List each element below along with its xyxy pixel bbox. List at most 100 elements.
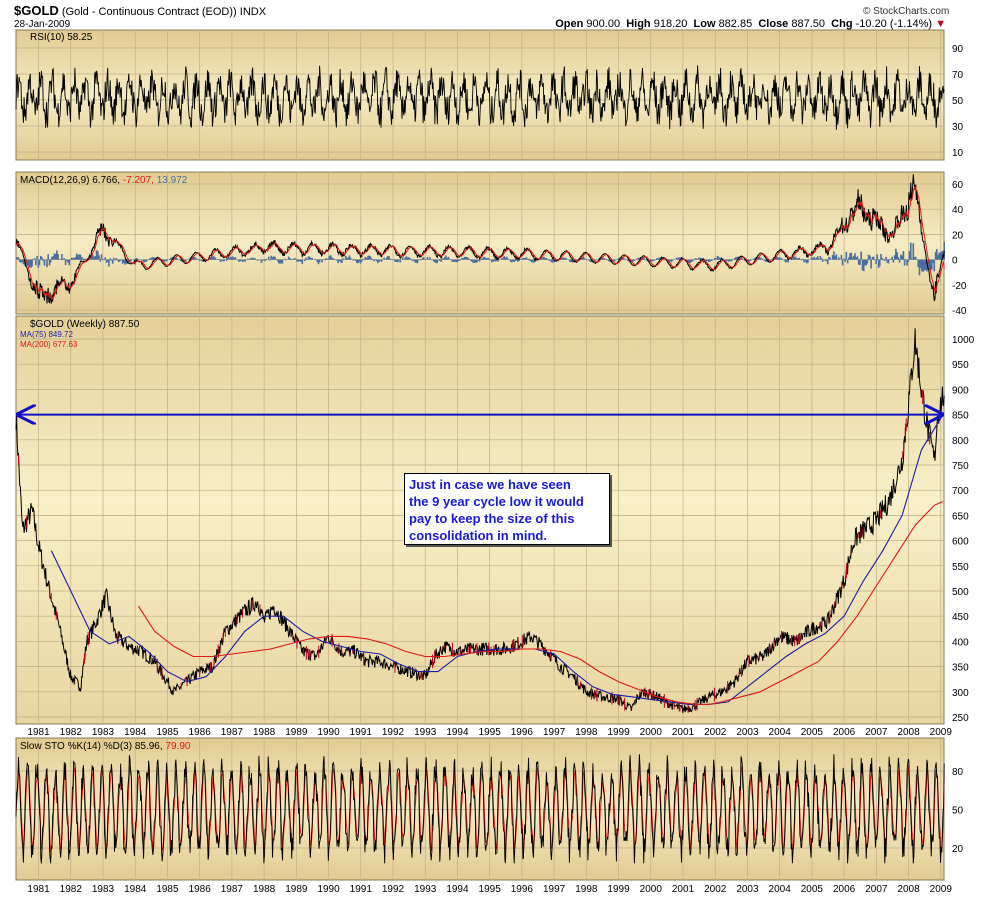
annotation-line-3: pay to keep the size of this bbox=[409, 511, 575, 526]
year-label-price: 1983 bbox=[92, 727, 115, 738]
year-label-stoch: 1985 bbox=[156, 884, 179, 895]
year-label-price: 1988 bbox=[253, 727, 276, 738]
stoch-d-value: 79.90 bbox=[165, 741, 190, 752]
price-tick-label: 600 bbox=[952, 537, 969, 548]
year-label-stoch: 2004 bbox=[769, 884, 792, 895]
chg-label: Chg bbox=[831, 18, 853, 30]
chart-title: $GOLD (Gold - Continuous Contract (EOD))… bbox=[14, 3, 266, 18]
ma75-line bbox=[50, 414, 944, 705]
year-label-price: 1998 bbox=[575, 727, 598, 738]
year-label-stoch: 1990 bbox=[317, 884, 340, 895]
price-tick-label: 550 bbox=[952, 562, 969, 573]
price-tick-label: 900 bbox=[952, 385, 969, 396]
annotation-line-1: Just in case we have seen bbox=[409, 477, 571, 492]
year-label-price: 1996 bbox=[511, 727, 534, 738]
price-tick-label: 700 bbox=[952, 486, 969, 497]
year-label-stoch: 2005 bbox=[801, 884, 824, 895]
macd-panel bbox=[15, 171, 945, 315]
open-label: Open bbox=[555, 18, 584, 30]
chg-value: -10.20 (-1.14%) bbox=[855, 18, 933, 30]
macd-tick-label: -20 bbox=[952, 281, 967, 292]
macd-tick-label: 40 bbox=[952, 205, 964, 216]
year-label-price: 1997 bbox=[543, 727, 566, 738]
high-value: 918.20 bbox=[653, 18, 688, 30]
year-label-price: 1990 bbox=[317, 727, 340, 738]
low-label: Low bbox=[693, 18, 716, 30]
chart-date: 28-Jan-2009 bbox=[14, 19, 71, 30]
annotation-line-2: the 9 year cycle low it would bbox=[409, 494, 584, 509]
ohlc-readout: Open 900.00 High 918.20 Low 882.85 Close… bbox=[555, 18, 946, 30]
stoch-label: Slow STO %K(14) %D(3) 85.96, 79.90 bbox=[20, 741, 191, 752]
close-label: Close bbox=[758, 18, 789, 30]
price-tick-label: 250 bbox=[952, 713, 969, 724]
year-label-price: 2000 bbox=[640, 727, 663, 738]
macd-hist-value: 13.972 bbox=[157, 175, 188, 186]
year-label-price: 1994 bbox=[446, 727, 469, 738]
year-label-stoch: 1988 bbox=[253, 884, 276, 895]
year-label-price: 1981 bbox=[27, 727, 50, 738]
rsi-panel bbox=[15, 29, 945, 161]
year-label-stoch: 2000 bbox=[640, 884, 663, 895]
rsi-label: RSI(10) 58.25 bbox=[30, 32, 93, 43]
macd-tick-label: 60 bbox=[952, 180, 964, 191]
stoch-k-line bbox=[15, 754, 945, 864]
exchange: INDX bbox=[239, 6, 267, 18]
year-label-stoch: 1982 bbox=[60, 884, 83, 895]
price-tick-label: 800 bbox=[952, 436, 969, 447]
year-label-stoch: 1994 bbox=[446, 884, 469, 895]
macd-tick-label: -40 bbox=[952, 306, 967, 317]
price-tick-label: 750 bbox=[952, 461, 969, 472]
macd-signal-value: -7.207, bbox=[123, 175, 157, 186]
year-label-stoch: 1991 bbox=[350, 884, 373, 895]
year-label-stoch: 1987 bbox=[221, 884, 244, 895]
year-label-stoch: 1996 bbox=[511, 884, 534, 895]
gold-price-line bbox=[15, 328, 945, 714]
year-label-stoch: 1989 bbox=[285, 884, 308, 895]
year-label-stoch: 1983 bbox=[92, 884, 115, 895]
close-value: 887.50 bbox=[791, 18, 826, 30]
year-label-price: 2006 bbox=[833, 727, 856, 738]
year-label-price: 1984 bbox=[124, 727, 147, 738]
year-label-price: 1985 bbox=[156, 727, 179, 738]
watermark: © StockCharts.com bbox=[863, 6, 950, 17]
stoch-tick-label: 20 bbox=[952, 844, 964, 855]
annotation-box: Just in case we have seen the 9 year cyc… bbox=[404, 473, 610, 545]
year-label-stoch: 2003 bbox=[736, 884, 759, 895]
year-label-price: 2007 bbox=[865, 727, 888, 738]
year-label-stoch: 2007 bbox=[865, 884, 888, 895]
macd-label: MACD(12,26,9) 6.766, -7.207, 13.972 bbox=[20, 175, 188, 186]
price-tick-label: 300 bbox=[952, 688, 969, 699]
macd-signal-line bbox=[15, 186, 945, 300]
year-label-stoch: 2008 bbox=[897, 884, 920, 895]
year-label-stoch: 1981 bbox=[27, 884, 50, 895]
rsi-line bbox=[15, 65, 945, 130]
year-label-stoch: 1997 bbox=[543, 884, 566, 895]
ma200-line bbox=[137, 500, 944, 705]
macd-main-value: MACD(12,26,9) 6.766, bbox=[20, 175, 123, 186]
annotation-line-4: consolidation in mind. bbox=[409, 528, 547, 543]
price-tick-label: 950 bbox=[952, 360, 969, 371]
price-tick-label: 650 bbox=[952, 511, 969, 522]
rsi-tick-label: 90 bbox=[952, 44, 964, 55]
year-label-price: 2002 bbox=[704, 727, 727, 738]
year-label-stoch: 1993 bbox=[414, 884, 437, 895]
year-label-stoch: 1992 bbox=[382, 884, 405, 895]
year-label-price: 1992 bbox=[382, 727, 405, 738]
year-label-price: 1993 bbox=[414, 727, 437, 738]
symbol: $GOLD bbox=[14, 3, 59, 18]
year-label-stoch: 1998 bbox=[575, 884, 598, 895]
year-label-price: 1986 bbox=[189, 727, 212, 738]
year-label-price: 1989 bbox=[285, 727, 308, 738]
symbol-description: (Gold - Continuous Contract (EOD)) bbox=[61, 6, 237, 18]
price-tick-label: 850 bbox=[952, 411, 969, 422]
year-label-stoch: 2009 bbox=[930, 884, 953, 895]
rsi-tick-label: 10 bbox=[952, 148, 964, 159]
stoch-tick-label: 50 bbox=[952, 806, 964, 817]
year-label-price: 1991 bbox=[350, 727, 373, 738]
price-tick-label: 450 bbox=[952, 612, 969, 623]
rsi-tick-label: 50 bbox=[952, 96, 964, 107]
year-label-price: 2008 bbox=[897, 727, 920, 738]
year-label-price: 1999 bbox=[607, 727, 630, 738]
